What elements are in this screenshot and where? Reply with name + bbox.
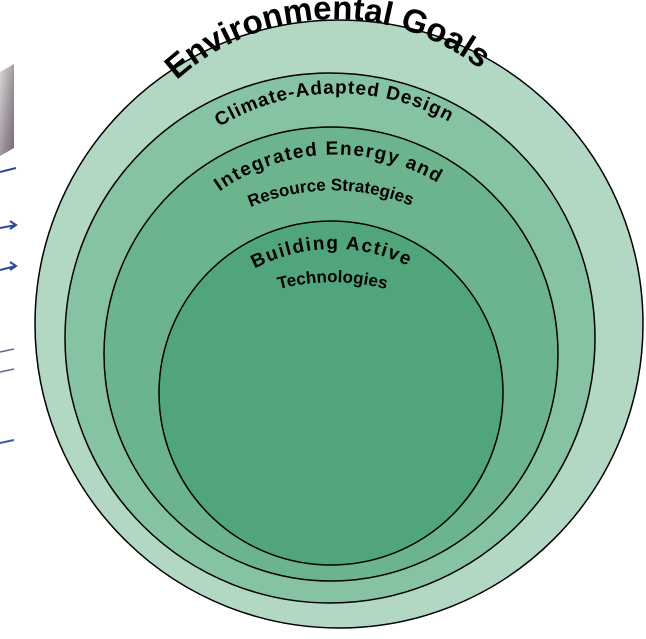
- cropped-panel-fragment: [0, 64, 14, 156]
- ring-building-active: [158, 220, 504, 566]
- cropped-left-graphic: [0, 64, 18, 444]
- cropped-line-fragment: [0, 368, 15, 373]
- cropped-line-fragment: [0, 348, 15, 353]
- cropped-line-fragment: [0, 439, 15, 444]
- cropped-arrow-fragment: [0, 220, 18, 230]
- cropped-arrow-fragment: [0, 167, 17, 173]
- cropped-arrow-fragment: [0, 261, 18, 271]
